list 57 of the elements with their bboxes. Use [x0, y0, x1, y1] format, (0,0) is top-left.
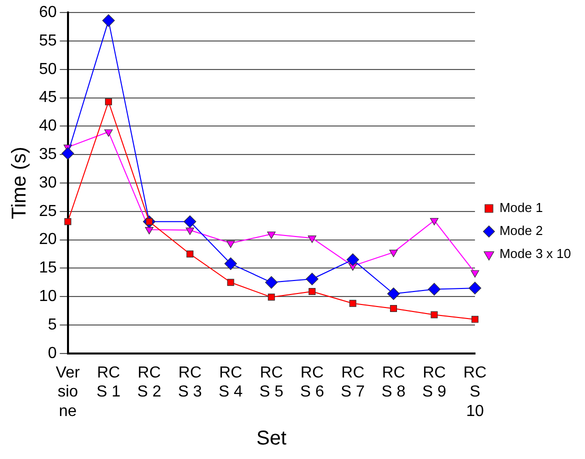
point [306, 272, 318, 286]
point [184, 215, 196, 228]
y-tick-label: 10 [39, 288, 57, 306]
point [308, 288, 316, 295]
legend-label: Mode 1 [499, 200, 543, 216]
point [224, 257, 237, 270]
y-tick-label: 20 [39, 231, 57, 248]
y-tick-label: 35 [39, 146, 57, 164]
point [346, 253, 360, 266]
point [186, 228, 194, 235]
x-tick-label: RCS 1 [96, 364, 121, 401]
point [268, 294, 275, 301]
x-tick-label: RCS 2 [137, 364, 162, 401]
point [428, 282, 441, 296]
y-tick-label: 30 [39, 174, 57, 192]
point [265, 276, 278, 289]
y-tick-label: 55 [39, 32, 57, 50]
y-tick-label: 15 [39, 260, 57, 277]
point [430, 218, 438, 226]
point [308, 236, 316, 243]
y-tick-label: 25 [39, 202, 57, 220]
x-tick-label: RCS 5 [259, 364, 284, 401]
point [186, 250, 194, 258]
x-tick-label: RCS 8 [382, 364, 406, 401]
x-tick-label: RCS 4 [218, 364, 243, 401]
y-tick-label: 0 [48, 344, 57, 362]
point [64, 218, 72, 226]
y-axis-title: Time (s) [8, 146, 31, 220]
point [105, 98, 112, 106]
point [430, 311, 438, 318]
x-axis-title: Set [256, 428, 287, 450]
point [389, 250, 398, 258]
y-tick-label: 40 [39, 118, 57, 135]
point [145, 227, 154, 234]
x-tick-label: RCS 9 [422, 364, 446, 401]
point [349, 300, 356, 307]
point [390, 305, 398, 312]
x-tick-label: RCS 10 [463, 364, 487, 420]
x-tick-label: Versione [56, 364, 80, 420]
y-tick-label: 50 [39, 60, 57, 78]
point [470, 270, 480, 278]
y-tick-label: 60 [39, 4, 57, 22]
point [267, 232, 276, 239]
point [226, 240, 235, 248]
point [468, 282, 482, 294]
legend-label: Mode 2 [499, 223, 543, 238]
point [104, 129, 113, 137]
y-tick-label: 5 [48, 316, 57, 334]
point [387, 287, 400, 300]
legend-label: Mode 3 x 10 [499, 246, 571, 262]
y-tick-label: 45 [39, 89, 57, 106]
x-tick-label: RCS 3 [178, 364, 202, 401]
point [471, 316, 478, 323]
x-tick-label: RCS 7 [340, 364, 365, 401]
x-tick-label: RCS 6 [300, 364, 324, 401]
point [227, 278, 234, 286]
point [102, 14, 115, 27]
